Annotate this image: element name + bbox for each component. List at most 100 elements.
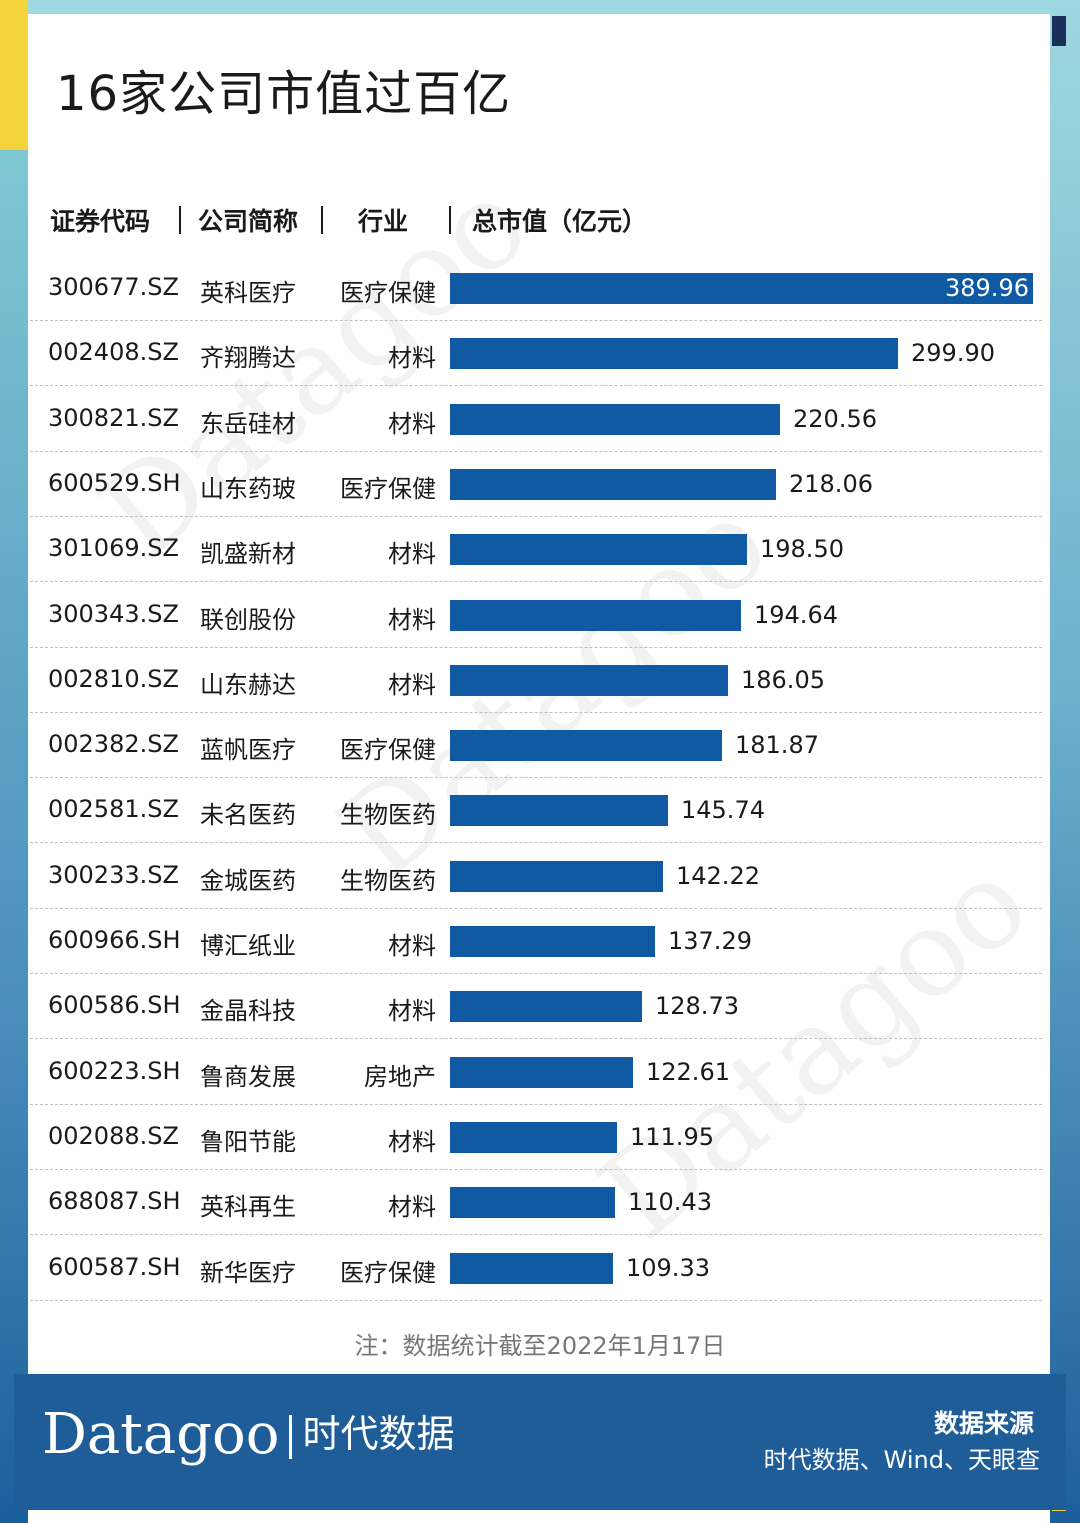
bar-value-label: 220.56 (793, 404, 877, 433)
company-name: 齐翔腾达 (200, 344, 296, 373)
industry-label: 材料 (388, 344, 436, 373)
stock-code: 600223.SH (48, 1056, 181, 1085)
bar-value-label: 389.96 (945, 274, 1029, 302)
industry-label: 材料 (388, 540, 436, 569)
logo-en: Datagoo (42, 1402, 280, 1467)
company-name: 金城医药 (200, 866, 296, 895)
bar-value-label: 111.95 (630, 1122, 714, 1151)
bar-value-label: 128.73 (655, 992, 739, 1021)
bar (450, 795, 668, 827)
source-title: 数据来源 (933, 1409, 1034, 1438)
bar-value-label: 142.22 (676, 861, 760, 890)
stock-code: 600587.SH (48, 1252, 181, 1281)
company-name: 英科再生 (200, 1193, 296, 1222)
bar-value-label: 194.64 (754, 600, 838, 629)
stock-code: 002408.SZ (48, 338, 179, 367)
stock-code: 300821.SZ (48, 403, 179, 432)
row-divider (30, 646, 1042, 648)
row-divider (30, 1038, 1042, 1040)
bar-value-label: 218.06 (789, 469, 873, 498)
logo-cn: 时代数据 (302, 1412, 455, 1456)
bar (450, 338, 898, 370)
industry-label: 材料 (388, 1127, 436, 1156)
company-name: 蓝帆医疗 (200, 736, 296, 765)
row-divider (30, 1168, 1042, 1170)
row-divider (30, 581, 1042, 583)
bar (450, 403, 780, 435)
bar-value-label: 109.33 (626, 1253, 710, 1282)
page-title: 16家公司市值过百亿 (56, 66, 512, 122)
row-divider (30, 450, 1042, 452)
company-name: 山东药玻 (200, 474, 296, 503)
bar (450, 860, 663, 892)
bar-value-label: 198.50 (760, 535, 844, 564)
industry-label: 生物医药 (340, 866, 436, 895)
stock-code: 002382.SZ (48, 730, 179, 759)
row-divider (30, 907, 1042, 909)
stock-code: 300677.SZ (48, 273, 179, 301)
header-industry: 行业 (358, 207, 409, 236)
company-name: 联创股份 (200, 605, 296, 634)
company-name: 东岳硅材 (200, 409, 296, 438)
bar (450, 273, 1033, 304)
bar (450, 664, 728, 696)
industry-label: 医疗保健 (340, 474, 436, 503)
industry-label: 医疗保健 (340, 279, 436, 307)
industry-label: 生物医药 (340, 801, 436, 830)
bar (450, 730, 722, 762)
bar (450, 991, 642, 1023)
header-code: 证券代码 (50, 207, 151, 236)
company-name: 凯盛新材 (200, 540, 296, 569)
stock-code: 600966.SH (48, 926, 181, 954)
bar (450, 1187, 615, 1219)
bar (450, 1056, 633, 1088)
header-separator (179, 206, 181, 234)
company-name: 金晶科技 (200, 997, 296, 1026)
bar-value-label: 181.87 (735, 731, 819, 760)
bar (450, 534, 747, 566)
bar-value-label: 145.74 (681, 796, 765, 825)
row-divider (30, 777, 1042, 779)
row-divider (30, 1299, 1042, 1301)
datagoo-logo: Datagoo 时代数据 (42, 1402, 454, 1467)
company-name: 新华医疗 (200, 1258, 296, 1287)
bar (450, 468, 776, 500)
row-divider (30, 320, 1042, 321)
right-accent-frame (1050, 0, 1080, 1523)
industry-label: 材料 (388, 1193, 436, 1222)
stock-code: 300343.SZ (48, 599, 179, 628)
bar-value-label: 299.90 (911, 339, 995, 368)
industry-label: 医疗保健 (340, 1258, 436, 1287)
header-name: 公司简称 (198, 207, 299, 236)
stock-code: 300233.SZ (48, 860, 179, 889)
row-divider (30, 842, 1042, 844)
bar (450, 1121, 617, 1153)
company-name: 英科医疗 (200, 279, 296, 307)
row-divider (30, 711, 1042, 713)
stock-code: 600529.SH (48, 468, 181, 497)
industry-label: 材料 (388, 932, 436, 960)
footnote: 注：数据统计截至2022年1月17日 (354, 1332, 726, 1360)
company-name: 鲁商发展 (200, 1062, 296, 1091)
header-value: 总市值（亿元） (472, 207, 648, 236)
bar-value-label: 122.61 (646, 1057, 730, 1086)
stock-code: 002088.SZ (48, 1121, 179, 1150)
bar-value-label: 110.43 (628, 1188, 712, 1217)
left-accent-frame (0, 0, 28, 1523)
bar-value-label: 137.29 (668, 927, 752, 955)
stock-code: 002810.SZ (48, 664, 179, 693)
company-name: 博汇纸业 (200, 932, 296, 960)
bar (450, 926, 655, 957)
row-divider (30, 1103, 1042, 1105)
industry-label: 材料 (388, 670, 436, 699)
bar (450, 599, 741, 631)
bar-value-label: 186.05 (741, 665, 825, 694)
logo-divider (289, 1415, 293, 1459)
row-divider (30, 385, 1042, 387)
header-separator (321, 206, 323, 234)
top-accent-strip (28, 0, 1050, 14)
footer-band (14, 1374, 1066, 1510)
row-divider (30, 1234, 1042, 1236)
stock-code: 600586.SH (48, 991, 181, 1020)
company-name: 鲁阳节能 (200, 1127, 296, 1156)
